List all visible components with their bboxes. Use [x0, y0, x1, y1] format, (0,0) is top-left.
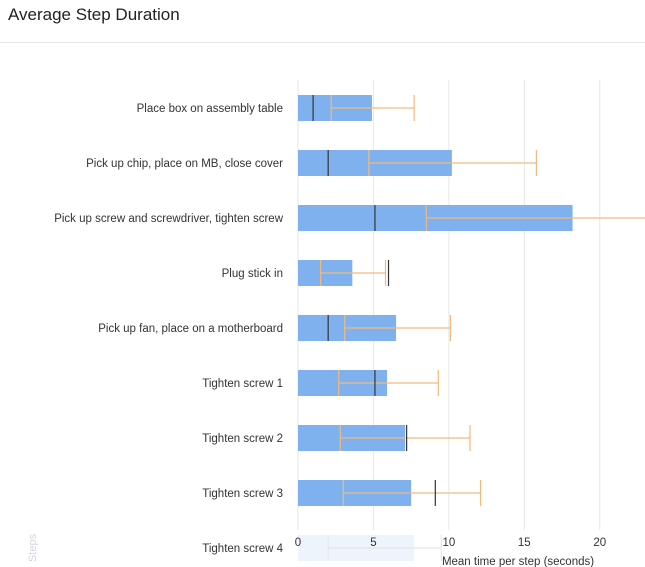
y-axis-title: Steps [27, 533, 39, 562]
x-tick-label: 10 [442, 537, 455, 549]
x-tick-label: 5 [370, 537, 376, 549]
x-tick-label: 0 [295, 537, 301, 549]
category-label: Pick up chip, place on MB, close cover [86, 158, 283, 170]
page-title: Average Step Duration [8, 5, 180, 24]
header-divider [0, 42, 645, 43]
category-label: Tighten screw 3 [202, 488, 283, 500]
category-label: Tighten screw 4 [202, 543, 283, 555]
category-label: Tighten screw 2 [202, 433, 283, 445]
category-label: Plug stick in [222, 268, 283, 280]
x-tick-label: 20 [593, 537, 606, 549]
category-label: Pick up fan, place on a motherboard [98, 323, 283, 335]
x-axis-title: Mean time per step (seconds) [442, 556, 594, 567]
x-tick-label: 15 [518, 537, 531, 549]
category-label: Place box on assembly table [137, 103, 283, 115]
category-label: Tighten screw 1 [202, 378, 283, 390]
category-label: Pick up screw and screwdriver, tighten s… [54, 213, 284, 225]
